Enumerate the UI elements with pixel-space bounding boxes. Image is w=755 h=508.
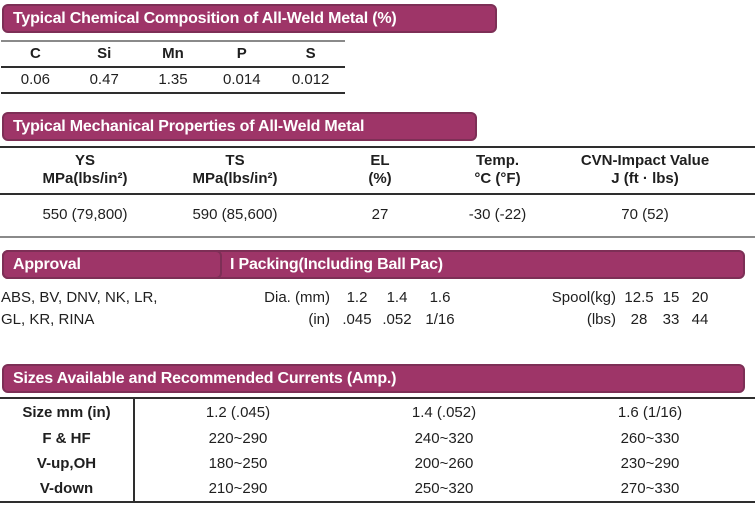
chem-header-cell: P	[236, 45, 247, 62]
spool-kg-value: 15	[662, 289, 680, 306]
currents-row: V-up,OH 180~250 200~260 230~290	[0, 451, 755, 476]
currents-row-label: Size mm (in)	[0, 399, 135, 426]
mech-section-title: Typical Mechanical Properties of All-Wel…	[13, 117, 365, 135]
approval-line: ABS, BV, DNV, NK, LR,	[1, 289, 158, 306]
mech-header-cell: EL (%)	[300, 152, 460, 188]
mech-section-header: Typical Mechanical Properties of All-Wel…	[2, 112, 477, 141]
currents-cell: 260~330	[620, 430, 680, 447]
currents-row: V-down 210~290 250~320 270~330	[0, 476, 755, 501]
chem-header-row: C Si Mn P S	[1, 40, 345, 68]
approval-title: Approval	[13, 255, 81, 273]
chem-section-title: Typical Chemical Composition of All-Weld…	[13, 9, 397, 27]
currents-row-label: V-up,OH	[0, 451, 135, 476]
dia-in-value: .052	[382, 311, 412, 328]
currents-cell: 210~290	[208, 480, 268, 497]
chem-section-header: Typical Chemical Composition of All-Weld…	[2, 4, 497, 33]
spool-label-lbs: (lbs)	[586, 311, 616, 328]
currents-cell: 1.2 (.045)	[205, 404, 271, 421]
spool-col-2: 15 33	[655, 287, 687, 331]
currents-section-title: Sizes Available and Recommended Currents…	[13, 369, 397, 387]
currents-cell: 270~330	[620, 480, 680, 497]
approval-packing-header: Approval I Packing(Including Ball Pac)	[2, 250, 745, 279]
currents-row: Size mm (in) 1.2 (.045) 1.4 (.052) 1.6 (…	[0, 399, 755, 426]
chem-header-cell: C	[29, 45, 41, 62]
chem-header-cell: S	[305, 45, 316, 62]
mech-header-line2: MPa(lbs/in²)	[42, 170, 128, 187]
mech-header-line2: °C (°F)	[474, 170, 521, 187]
approval-line: GL, KR, RINA	[1, 311, 95, 328]
approval-segment-outline	[2, 250, 222, 279]
spool-col-1: 12.5 28	[621, 287, 657, 331]
dia-labels: Dia. (mm) (in)	[230, 287, 330, 331]
currents-row: F & HF 220~290 240~320 260~330	[0, 426, 755, 451]
chem-value-cell: 0.014	[223, 71, 261, 88]
dia-col-2: 1.4 .052	[375, 287, 419, 331]
spool-label-kg: Spool(kg)	[551, 289, 616, 306]
mech-header-cell: TS MPa(lbs/in²)	[170, 152, 300, 188]
spool-lbs-value: 33	[662, 311, 680, 328]
mech-header-cell: Temp. °C (°F)	[460, 152, 535, 188]
currents-cell: 230~290	[620, 455, 680, 472]
mech-value-cell: 70 (52)	[621, 206, 669, 223]
mech-header-row: YS MPa(lbs/in²) TS MPa(lbs/in²) EL (%) T…	[0, 146, 755, 195]
spool-lbs-value: 28	[630, 311, 648, 328]
mech-header-line1: EL	[370, 152, 390, 169]
chem-header-cell: Mn	[162, 45, 184, 62]
spool-lbs-value: 44	[691, 311, 709, 328]
dia-col-1: 1.2 .045	[335, 287, 379, 331]
mech-header-line1: YS	[74, 152, 95, 169]
currents-row-label: F & HF	[0, 426, 135, 451]
currents-cell: 240~320	[414, 430, 474, 447]
chem-value-cell: 0.012	[291, 71, 330, 88]
spool-col-3: 20 44	[684, 287, 716, 331]
chem-value-cell: 0.47	[89, 71, 119, 88]
mech-value-cell: 27	[371, 206, 389, 223]
mech-value-row: 550 (79,800) 590 (85,600) 27 -30 (-22) 7…	[0, 195, 755, 238]
packing-title: I Packing(Including Ball Pac)	[230, 255, 443, 273]
mech-header-line2: MPa(lbs/in²)	[192, 170, 278, 187]
mech-header-cell: YS MPa(lbs/in²)	[0, 152, 170, 188]
currents-cell: 250~320	[414, 480, 474, 497]
chem-value-cell: 0.06	[20, 71, 50, 88]
mech-header-line2: (%)	[368, 170, 392, 187]
dia-label-in: (in)	[308, 311, 330, 328]
dia-in-value: 1/16	[425, 311, 455, 328]
currents-row-label: V-down	[0, 476, 135, 501]
currents-cell: 1.6 (1/16)	[617, 404, 683, 421]
mech-table: YS MPa(lbs/in²) TS MPa(lbs/in²) EL (%) T…	[0, 146, 755, 238]
mech-value-cell: 550 (79,800)	[42, 206, 128, 223]
dia-col-3: 1.6 1/16	[418, 287, 462, 331]
mech-value-cell: 590 (85,600)	[192, 206, 278, 223]
currents-table: Size mm (in) 1.2 (.045) 1.4 (.052) 1.6 (…	[0, 397, 755, 503]
spool-kg-value: 20	[691, 289, 709, 306]
chem-header-cell: Si	[97, 45, 112, 62]
currents-cell: 200~260	[414, 455, 474, 472]
chem-value-row: 0.06 0.47 1.35 0.014 0.012	[1, 68, 345, 94]
spool-labels: Spool(kg) (lbs)	[540, 287, 616, 331]
mech-header-line2: J (ft · lbs)	[611, 170, 679, 187]
currents-cell: 220~290	[208, 430, 268, 447]
mech-header-line1: CVN-Impact Value	[580, 152, 710, 169]
dia-mm-value: 1.4	[386, 289, 408, 306]
mech-header-line1: TS	[225, 152, 245, 169]
mech-header-cell: CVN-Impact Value J (ft · lbs)	[535, 152, 755, 188]
dia-in-value: .045	[342, 311, 372, 328]
chem-table: C Si Mn P S 0.06 0.47 1.35 0.014 0.012	[1, 40, 345, 94]
currents-cell: 1.4 (.052)	[411, 404, 477, 421]
mech-value-cell: -30 (-22)	[468, 206, 527, 223]
dia-mm-value: 1.6	[429, 289, 451, 306]
chem-value-cell: 1.35	[158, 71, 188, 88]
spool-kg-value: 12.5	[624, 289, 654, 306]
dia-mm-value: 1.2	[346, 289, 368, 306]
approval-societies: ABS, BV, DNV, NK, LR, GL, KR, RINA	[1, 287, 221, 331]
currents-section-header: Sizes Available and Recommended Currents…	[2, 364, 745, 393]
mech-header-line1: Temp.	[475, 152, 520, 169]
currents-cell: 180~250	[208, 455, 268, 472]
dia-label-mm: Dia. (mm)	[264, 289, 330, 306]
